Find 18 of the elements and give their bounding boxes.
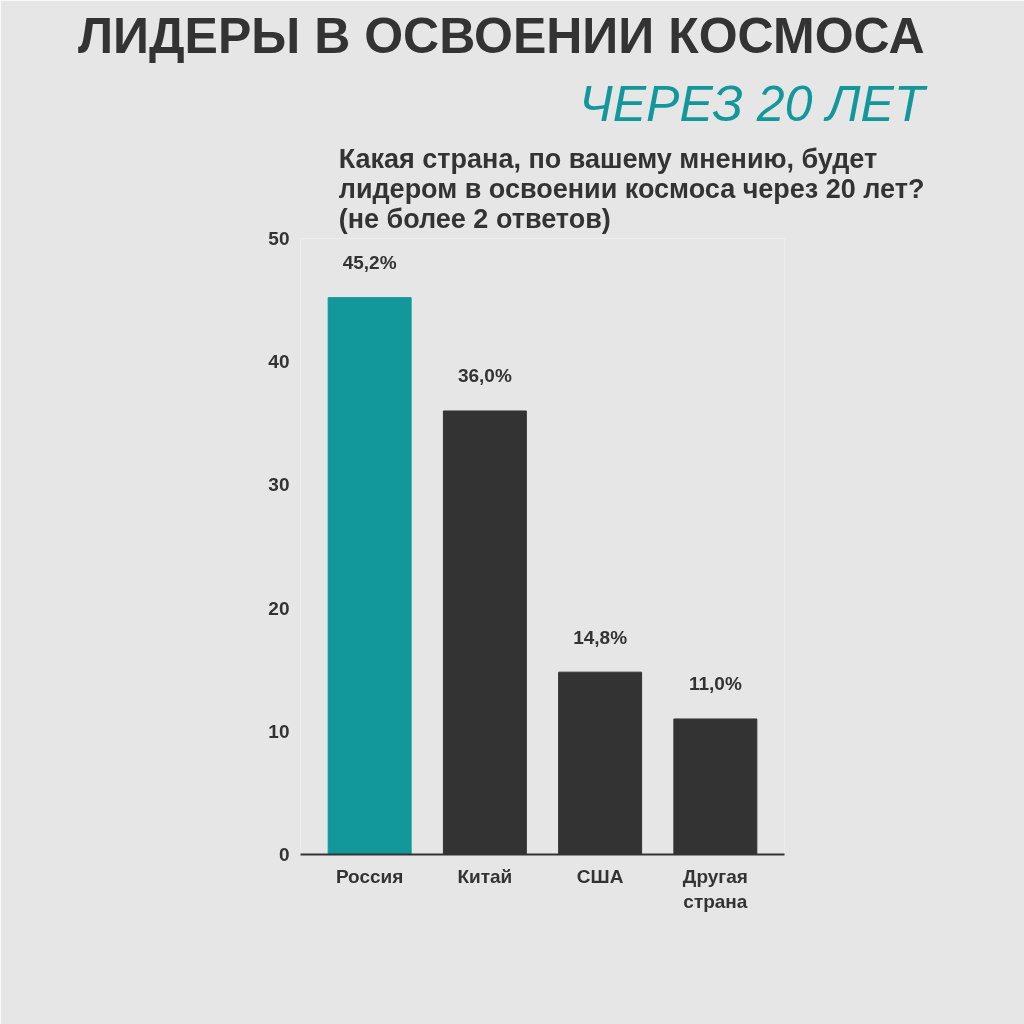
data-label: 36,0%	[457, 365, 512, 387]
text: ЧЕРЕЗ 20 ЛЕТ	[579, 75, 928, 132]
chart-subtitle: Какая страна, по вашему мнению, будет лидером в освоении космоса через 20 лет? (не более 2 ответов)	[338, 143, 925, 234]
y-tick-label: 30	[268, 474, 290, 496]
y-tick-label: 20	[268, 597, 290, 619]
x-tick-label: Китай	[457, 865, 513, 887]
x-tick-label: США	[576, 865, 624, 887]
y-tick-label: 0	[278, 844, 290, 865]
y-tick-label: 50	[268, 228, 290, 249]
y-tick-label: 40	[268, 351, 290, 373]
x-tick-label: Другая страна	[682, 865, 748, 912]
data-label: 11,0%	[688, 673, 742, 695]
y-tick-label: 10	[268, 720, 290, 742]
x-tick-label: Россия	[335, 865, 404, 887]
chart-title: ЛИДЕРЫ В ОСВОЕНИИ КОСМОСА	[77, 7, 925, 64]
data-label: 45,2%	[342, 252, 397, 273]
data-label: 14,8%	[573, 626, 628, 648]
bar	[327, 297, 412, 855]
